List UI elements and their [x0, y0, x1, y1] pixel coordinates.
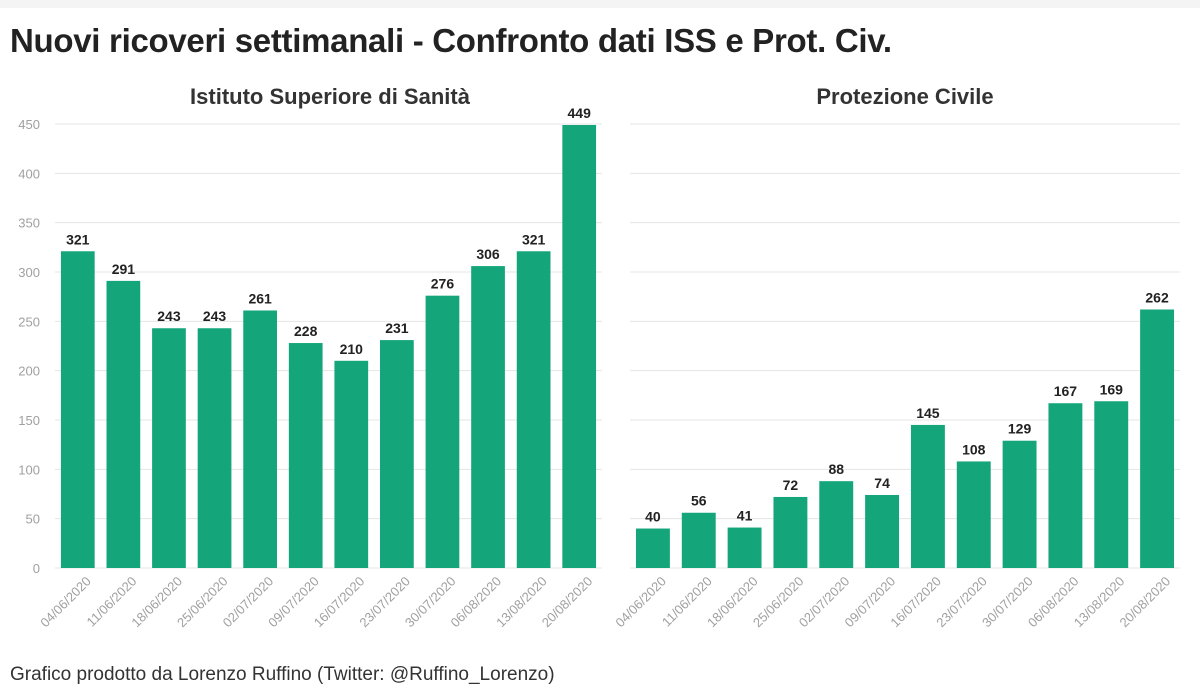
y-tick-label: 0: [33, 561, 40, 576]
bar-value-label: 167: [1054, 383, 1078, 399]
y-tick-label: 350: [18, 216, 40, 231]
top-strip: [0, 0, 1200, 8]
bar-value-label: 306: [476, 246, 500, 262]
y-tick-label: 450: [18, 117, 40, 132]
bar: [1094, 401, 1129, 568]
bar: [60, 251, 95, 568]
bar-value-label: 449: [568, 105, 592, 121]
bar: [288, 343, 323, 568]
y-tick-label: 50: [26, 512, 40, 527]
bar: [1140, 309, 1175, 568]
bar: [425, 295, 460, 568]
chart-title: Nuovi ricoveri settimanali - Confronto d…: [10, 22, 892, 59]
bar-value-label: 72: [783, 477, 799, 493]
bar-value-label: 56: [691, 493, 707, 509]
y-tick-label: 300: [18, 265, 40, 280]
bar-value-label: 321: [66, 231, 90, 247]
bar-value-label: 243: [157, 308, 181, 324]
bar: [152, 328, 186, 568]
y-tick-label: 250: [18, 314, 40, 329]
bar: [1002, 440, 1037, 568]
bar: [819, 481, 854, 568]
bar-value-label: 321: [522, 231, 546, 247]
bar-value-label: 210: [340, 341, 364, 357]
bar: [106, 280, 141, 568]
bar-value-label: 276: [431, 276, 455, 292]
bar-value-label: 228: [294, 323, 318, 339]
bar-value-label: 40: [645, 509, 661, 525]
bar-value-label: 145: [916, 405, 940, 421]
bar: [773, 496, 808, 568]
bar: [681, 512, 716, 568]
bar: [471, 266, 505, 568]
y-tick-label: 400: [18, 166, 40, 181]
bar: [635, 528, 670, 568]
footer-credit: Grafico prodotto da Lorenzo Ruffino (Twi…: [10, 664, 555, 685]
bar: [197, 328, 232, 568]
bar-value-label: 88: [828, 461, 844, 477]
bar-value-label: 261: [248, 290, 272, 306]
bar: [516, 251, 551, 568]
bar-value-label: 243: [203, 308, 227, 324]
bar: [562, 124, 597, 568]
bar: [956, 461, 991, 568]
y-tick-label: 100: [18, 462, 40, 477]
bar: [380, 340, 414, 568]
bar: [910, 424, 945, 568]
bar: [334, 360, 369, 568]
bar-value-label: 231: [385, 320, 409, 336]
bar-value-label: 291: [112, 261, 136, 277]
bar: [243, 310, 277, 568]
bar-value-label: 169: [1100, 381, 1124, 397]
bar-value-label: 108: [962, 441, 986, 457]
subplot-title-iss: Istituto Superiore di Sanità: [190, 84, 470, 109]
bar-value-label: 74: [874, 475, 890, 491]
bar-value-label: 262: [1145, 289, 1169, 305]
y-tick-label: 200: [18, 364, 40, 379]
y-tick-label: 150: [18, 413, 40, 428]
bar: [865, 494, 900, 568]
bar-value-label: 129: [1008, 421, 1032, 437]
subplot-title-protezione-civile: Protezione Civile: [816, 84, 994, 109]
bar: [727, 527, 762, 568]
bar-value-label: 41: [737, 508, 753, 524]
bar: [1048, 403, 1083, 568]
